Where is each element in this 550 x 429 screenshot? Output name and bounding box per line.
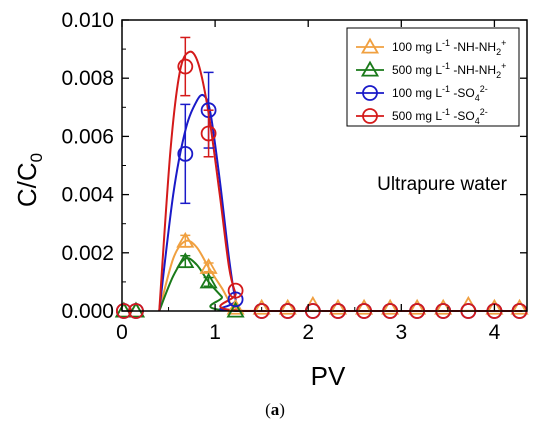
legend-item-1: 100 mg L-1 -NH-NH2+ (356, 37, 506, 57)
legend-item-2: 500 mg L-1 -NH-NH2+ (356, 60, 506, 80)
data-point-series-1 (176, 231, 195, 248)
fit-curve-series-3 (158, 93, 523, 313)
data-point-series-1 (328, 298, 348, 315)
y-tick-label: 0.010 (61, 9, 114, 32)
data-point-series-3 (177, 145, 194, 162)
x-tick-label: 3 (395, 321, 407, 344)
x-tick-label: 2 (302, 321, 314, 344)
data-point-series-1 (278, 298, 297, 315)
fit-curve-series-1 (158, 239, 523, 313)
data-point-series-1 (408, 298, 427, 315)
data-point-series-1 (252, 298, 271, 315)
data-point-series-4 (200, 125, 217, 142)
tick-labels: 0.000 0.002 0.004 0.006 0.008 0.010 0 1 2 3 4 (61, 9, 500, 344)
legend-marker (362, 85, 378, 101)
y-tick-label: 0.008 (61, 67, 114, 90)
y-axis-title-main: C/C (12, 162, 42, 207)
data-point-series-1 (434, 298, 453, 315)
legend-label: 100 mg L-1 -NH-NH2+ (392, 38, 506, 57)
legend-item-3: 100 mg L-1 -SO42- (356, 84, 488, 103)
y-tick-label: 0.000 (61, 300, 114, 323)
legend-label: 100 mg L-1 -SO42- (392, 84, 488, 103)
data-point-series-1 (381, 298, 400, 315)
x-tick-label: 4 (489, 321, 501, 344)
x-tick-label: 1 (209, 321, 221, 344)
data-point-series-2 (114, 301, 133, 318)
figure-caption: (a) (0, 400, 550, 420)
caption-letter: a (270, 400, 280, 419)
data-point-series-3 (227, 291, 244, 308)
data-point-series-2 (176, 252, 195, 269)
data-point-series-4 (177, 58, 194, 75)
data-point-series-2 (226, 301, 245, 318)
legend-label: 500 mg L-1 -SO42- (392, 107, 488, 126)
chart-axes (121, 19, 528, 312)
data-point-series-1 (355, 298, 374, 315)
data-point-series-4 (227, 282, 244, 299)
data-point-series-2 (199, 272, 218, 289)
legend-marker (360, 37, 380, 54)
y-tick-label: 0.004 (61, 184, 114, 207)
x-tick-label: 0 (116, 321, 128, 344)
y-axis-title-subscript: 0 (27, 153, 46, 162)
legend-marker (360, 60, 380, 77)
caption-close: ) (279, 400, 285, 419)
data-point-series-1 (226, 298, 245, 315)
data-point-series-1 (510, 298, 529, 315)
annotation-ultrapure-water: Ultrapure water (377, 174, 508, 195)
legend: 100 mg L-1 -NH-NH2+ 500 mg L-1 -NH-NH2+ 10… (346, 27, 520, 127)
y-tick-label: 0.006 (61, 125, 114, 148)
legend-label: 500 mg L-1 -NH-NH2+ (392, 61, 506, 80)
legend-marker (362, 108, 378, 124)
y-axis-title: C/C0 (12, 153, 46, 207)
legend-box (346, 27, 520, 127)
caption-open: ( (265, 400, 271, 419)
data-point-series-1 (485, 298, 504, 315)
y-tick-label: 0.002 (61, 242, 114, 265)
legend-item-4: 500 mg L-1 -SO42- (356, 107, 488, 126)
data-point-series-2 (126, 301, 146, 318)
x-axis-title: PV (311, 361, 346, 391)
